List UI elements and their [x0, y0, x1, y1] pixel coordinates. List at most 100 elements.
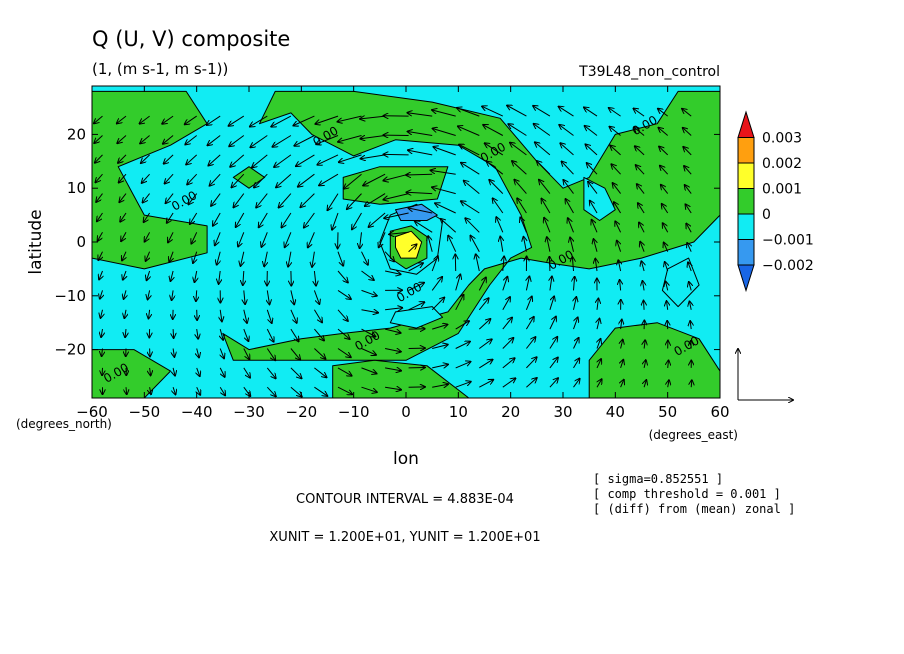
wind-vector-145	[301, 193, 315, 208]
wind-vector-261	[503, 257, 504, 272]
wind-vector-7	[98, 251, 102, 260]
wind-vector-271	[526, 357, 536, 369]
wind-vector-123	[290, 328, 299, 341]
wind-vector-297	[535, 142, 551, 156]
wind-vector-290	[550, 277, 552, 291]
wind-vector-139	[313, 309, 322, 323]
x-tick-label-4: −20	[286, 403, 318, 421]
wind-vector-299	[533, 106, 551, 117]
wind-vector-286	[549, 358, 558, 369]
wind-vector-18	[125, 329, 126, 337]
wind-vector-383	[686, 224, 692, 233]
wind-vector-46	[173, 367, 175, 376]
wind-vector-347	[644, 340, 645, 349]
wind-vector-201	[408, 263, 423, 272]
wind-vector-76	[219, 367, 225, 377]
wind-vector-31	[150, 367, 151, 375]
contour-interval: CONTOUR INTERVAL = 4.883E-04	[296, 492, 514, 507]
wind-vector-287	[549, 337, 557, 349]
wind-vector-267	[485, 143, 504, 156]
wind-vector-173	[360, 232, 362, 248]
wind-vector-30	[150, 387, 151, 394]
wind-vector-60	[197, 386, 201, 395]
wind-vector-100	[234, 193, 245, 208]
wind-vector-337	[617, 241, 621, 252]
wind-vector-220	[407, 192, 433, 193]
wind-vector-260	[502, 277, 508, 291]
wind-vector-134	[271, 115, 292, 127]
wind-vector-169	[361, 310, 379, 313]
wind-vector-72	[186, 154, 198, 165]
colorbar-swatch-5	[737, 239, 755, 266]
wind-vector-351	[641, 261, 644, 272]
wind-vector-218	[415, 221, 433, 233]
wind-vector-379	[690, 302, 692, 310]
wind-vector-256	[502, 358, 515, 369]
wind-vector-364	[667, 301, 668, 310]
wind-vector-259	[502, 297, 510, 311]
wind-vector-328	[585, 126, 598, 136]
x-tick-label-1: −50	[129, 403, 161, 421]
wind-vector-247	[471, 236, 480, 252]
wind-vector-280	[514, 180, 527, 194]
wind-vector-174	[352, 212, 362, 229]
wind-vector-77	[220, 348, 224, 359]
wind-vector-340	[613, 183, 621, 194]
wind-vector-236	[431, 170, 456, 175]
wind-vector-61	[197, 367, 200, 376]
wind-vector-189	[369, 212, 386, 227]
chart-title: Q (U, V) composite	[92, 27, 290, 51]
wind-vector-191	[363, 173, 386, 185]
wind-vector-368	[663, 223, 669, 233]
colorbar-over-triangle	[737, 110, 755, 138]
cyan-region-hole-east	[583, 176, 616, 221]
wind-vector-288	[549, 317, 556, 330]
wind-vector-274	[525, 297, 531, 310]
wind-vector-166	[361, 367, 377, 374]
wind-vector-200	[408, 283, 424, 291]
wind-vector-254	[457, 108, 480, 117]
wind-vector-67	[193, 251, 197, 263]
wind-vector-182	[385, 349, 401, 352]
wind-vector-199	[408, 302, 425, 311]
wind-vector-363	[667, 321, 668, 330]
wind-vector-312	[560, 143, 574, 156]
wind-vector-43	[140, 135, 150, 144]
cyan-region-hole-southmid	[389, 306, 444, 329]
wind-vector-34	[149, 309, 150, 319]
wind-vector-285	[549, 378, 558, 388]
wind-vector-109	[266, 309, 271, 323]
wind-vector-37	[146, 251, 150, 261]
wind-vector-178	[338, 135, 362, 142]
wind-vector-147	[296, 154, 315, 166]
wind-vector-122	[290, 348, 300, 360]
wind-vector-313	[559, 125, 574, 136]
colorbar-label-4: −0.001	[762, 233, 814, 249]
wind-vector-327	[586, 144, 598, 156]
wind-vector-210	[432, 384, 448, 387]
wind-vector-228	[455, 321, 469, 330]
wind-vector-113	[261, 232, 268, 247]
wind-vector-296	[537, 161, 551, 175]
wind-vector-319	[597, 299, 598, 310]
wind-vector-352	[640, 242, 644, 252]
wind-vector-53	[168, 232, 174, 242]
wind-vector-115	[256, 193, 268, 208]
wind-vector-301	[573, 358, 580, 369]
wind-vector-223	[408, 132, 433, 136]
colorbar-label-3: 0	[762, 207, 771, 223]
wind-vector-355	[637, 184, 645, 194]
max-region-core-yellow	[395, 230, 423, 259]
wind-vector-193	[360, 135, 386, 139]
wind-vector-308	[568, 218, 574, 233]
wind-vector-102	[230, 154, 245, 167]
x-unit-label: (degrees_east)	[649, 428, 738, 442]
wind-vector-112	[264, 251, 267, 267]
wind-vector-164	[315, 115, 339, 124]
wind-vector-157	[337, 251, 343, 266]
y-tick-label-3: 10	[67, 179, 86, 197]
wind-vector-28	[117, 135, 127, 144]
reference-vector	[738, 349, 793, 400]
wind-vector-79	[220, 309, 222, 322]
